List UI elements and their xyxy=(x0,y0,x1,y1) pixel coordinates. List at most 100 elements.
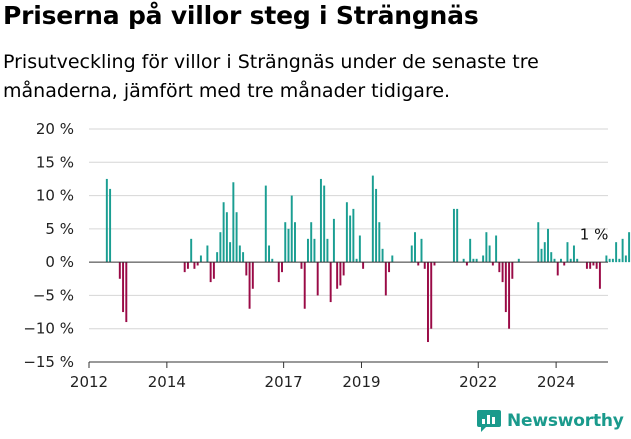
bar xyxy=(553,258,556,263)
bar xyxy=(628,232,631,263)
bar xyxy=(209,262,212,283)
newsworthy-logo-text: Newsworthy xyxy=(507,411,624,431)
bar xyxy=(323,185,326,263)
bar xyxy=(537,222,540,263)
bar xyxy=(472,258,475,263)
bar xyxy=(118,262,121,279)
y-tick-label: 20 % xyxy=(36,120,74,138)
bar xyxy=(242,252,245,263)
bar xyxy=(592,262,595,266)
bar xyxy=(501,262,504,283)
bar xyxy=(462,258,465,263)
bar xyxy=(410,245,413,263)
x-tick-label: 2022 xyxy=(459,373,497,391)
bar xyxy=(608,258,611,263)
bar xyxy=(183,262,186,273)
y-tick-label: −5 % xyxy=(33,286,74,304)
bar xyxy=(498,262,501,273)
bar xyxy=(566,242,569,263)
bar xyxy=(303,262,306,309)
bar xyxy=(504,262,507,313)
bar xyxy=(618,258,621,263)
x-tick-label: 2024 xyxy=(537,373,575,391)
bar xyxy=(235,212,238,263)
bar xyxy=(517,258,520,263)
x-tick-label: 2017 xyxy=(265,373,303,391)
bar xyxy=(251,262,254,289)
bar xyxy=(186,262,189,269)
bar xyxy=(430,262,433,329)
bar xyxy=(284,222,287,263)
bar xyxy=(326,238,329,263)
bar xyxy=(540,248,543,263)
y-tick-label: 15 % xyxy=(36,153,74,171)
bar xyxy=(598,262,601,289)
bar xyxy=(491,262,494,266)
bar xyxy=(414,232,416,263)
bar xyxy=(316,262,319,296)
axes xyxy=(88,261,608,368)
chart-title: Priserna på villor steg i Strängnäs xyxy=(3,1,479,30)
bar xyxy=(605,255,608,263)
x-tick-label: 2014 xyxy=(148,373,186,391)
x-tick-label: 2012 xyxy=(70,373,108,391)
bar xyxy=(556,262,559,276)
bar xyxy=(329,262,332,303)
bar xyxy=(563,262,566,266)
newsworthy-logo: Newsworthy xyxy=(476,409,624,433)
bar xyxy=(355,258,358,263)
bar xyxy=(248,262,251,309)
bar xyxy=(465,262,468,266)
bar xyxy=(595,262,598,269)
bar xyxy=(219,232,222,263)
bar xyxy=(216,252,219,263)
bar xyxy=(277,262,280,283)
bars xyxy=(105,175,631,343)
bar xyxy=(271,258,274,263)
bar xyxy=(420,238,423,263)
bar xyxy=(621,238,624,263)
bar xyxy=(206,245,209,263)
bar xyxy=(495,235,498,263)
bar xyxy=(388,262,391,273)
bar xyxy=(196,262,199,266)
bar xyxy=(199,255,202,263)
bar xyxy=(508,262,511,329)
bar xyxy=(345,202,348,263)
latest-value-annotation: 1 % xyxy=(580,225,609,243)
bar xyxy=(452,208,455,263)
bar xyxy=(287,228,290,263)
bar xyxy=(125,262,128,323)
bar xyxy=(485,232,488,263)
bar xyxy=(190,238,193,263)
bar xyxy=(375,188,378,263)
x-tick-label: 2019 xyxy=(342,373,380,391)
bar xyxy=(475,258,478,263)
bar xyxy=(358,235,361,263)
bar xyxy=(339,262,342,286)
bar xyxy=(589,262,592,269)
y-tick-label: 0 % xyxy=(45,253,74,271)
bar xyxy=(469,238,472,263)
bar xyxy=(281,262,283,273)
y-tick-label: 5 % xyxy=(45,220,74,238)
bar xyxy=(290,195,293,263)
bar xyxy=(109,188,112,263)
bar xyxy=(264,185,267,263)
bar xyxy=(371,175,374,263)
bar xyxy=(423,262,426,269)
labels: 20 % 15 % 10 % 5 % 0 % −5 % −10 % −15 % 2012 2014… xyxy=(23,120,608,391)
bar xyxy=(615,242,618,263)
bar xyxy=(391,255,394,263)
bar xyxy=(585,262,588,269)
bar xyxy=(456,208,459,263)
bar xyxy=(294,222,296,263)
bar xyxy=(268,245,271,263)
bar xyxy=(245,262,248,276)
bar xyxy=(319,178,322,263)
bar xyxy=(488,245,491,263)
y-tick-label: −10 % xyxy=(23,320,74,338)
bar xyxy=(105,178,108,263)
bar xyxy=(336,262,339,289)
